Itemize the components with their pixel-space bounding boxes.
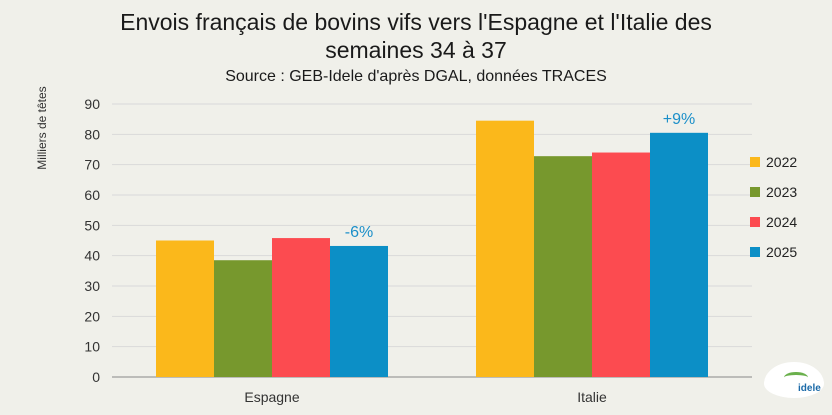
legend-swatch	[750, 217, 760, 227]
bar-italie-2024	[592, 152, 650, 377]
bar-italie-2022	[476, 120, 534, 377]
legend-label: 2023	[766, 184, 798, 200]
y-tick-label: 80	[84, 126, 100, 142]
legend-swatch	[750, 247, 760, 257]
chart-title-line-2: semaines 34 à 37	[325, 37, 507, 63]
chart-title-line-1: Envois français de bovins vifs vers l'Es…	[120, 9, 712, 35]
y-tick-label: 40	[84, 248, 100, 264]
y-tick-label: 60	[84, 187, 100, 203]
legend-swatch	[750, 157, 760, 167]
bar-espagne-2025	[330, 245, 388, 377]
data-annotation: -6%	[345, 224, 373, 241]
logo-leaf-icon	[784, 372, 808, 383]
y-tick-label: 30	[84, 278, 100, 294]
legend-label: 2024	[766, 214, 798, 230]
logo-text: idele	[798, 383, 821, 394]
bar-espagne-2024	[272, 238, 330, 377]
bar-espagne-2022	[156, 240, 214, 377]
y-tick-label: 10	[84, 339, 100, 355]
x-tick-label: Italie	[577, 389, 607, 405]
y-tick-label: 50	[84, 217, 100, 233]
chart-subtitle: Source : GEB-Idele d'après DGAL, données…	[225, 68, 607, 85]
bar-italie-2025	[650, 132, 708, 377]
y-tick-label: 90	[84, 96, 100, 112]
legend-label: 2022	[766, 154, 798, 170]
y-tick-label: 70	[84, 157, 100, 173]
chart-title: Envois français de bovins vifs vers l'Es…	[0, 8, 832, 64]
data-annotation: +9%	[663, 111, 695, 128]
chart-legend: 2022 2023 2024 2025	[750, 152, 797, 272]
legend-item: 2024	[750, 212, 797, 232]
legend-item: 2022	[750, 152, 797, 172]
bar-italie-2023	[534, 156, 592, 377]
legend-label: 2025	[766, 244, 798, 260]
legend-swatch	[750, 187, 760, 197]
legend-item: 2023	[750, 182, 797, 202]
y-tick-label: 20	[84, 308, 100, 324]
bar-espagne-2023	[214, 260, 272, 377]
y-tick-label: 0	[92, 369, 100, 385]
x-tick-label: Espagne	[244, 389, 299, 405]
legend-item: 2025	[750, 242, 797, 262]
